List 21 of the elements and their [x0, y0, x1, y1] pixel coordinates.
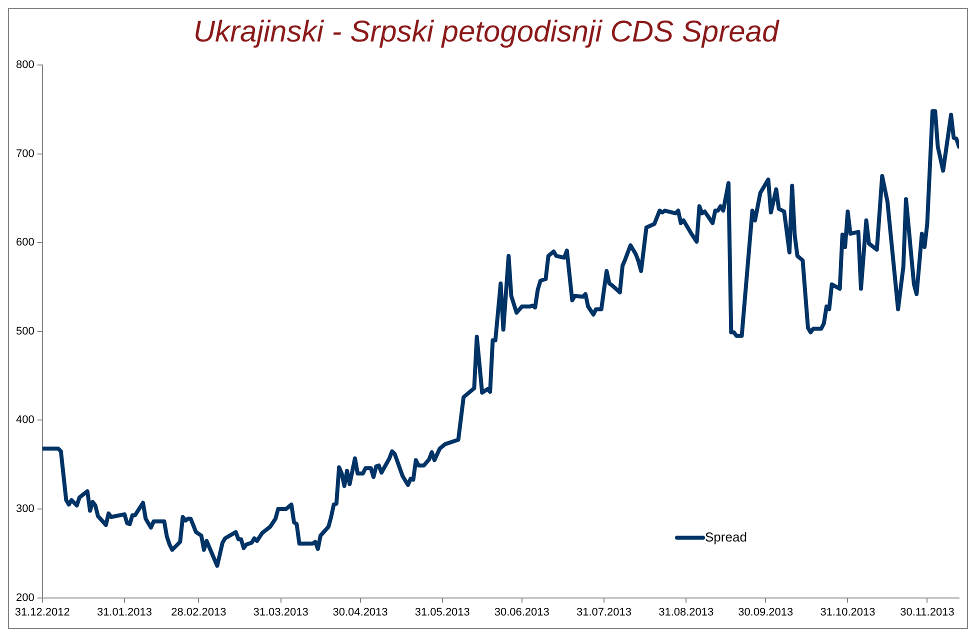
y-tick-label: 600 — [16, 236, 34, 249]
x-tick-label: 31.03.2013 — [253, 606, 308, 618]
legend-label: Spread — [705, 529, 747, 544]
x-tick-label: 30.09.2013 — [738, 606, 794, 618]
x-tick-label: 30.04.2013 — [332, 606, 388, 618]
y-tick-label: 200 — [16, 592, 34, 604]
x-tick-label: 31.12.2012 — [14, 606, 70, 618]
x-tick-label: 28.02.2013 — [171, 606, 226, 618]
y-tick-label: 800 — [16, 59, 34, 72]
x-tick-label: 30.11.2013 — [900, 606, 954, 618]
y-tick-label: 300 — [16, 503, 34, 516]
x-tick-label: 31.08.2013 — [658, 606, 714, 618]
x-tick-label: 31.05.2013 — [414, 606, 470, 618]
x-tick-label: 31.07.2013 — [576, 606, 632, 618]
y-tick-label: 500 — [16, 325, 34, 338]
x-tick-label: 31.01.2013 — [96, 606, 152, 618]
y-tick-label: 400 — [16, 414, 34, 426]
y-tick-label: 700 — [16, 148, 34, 160]
x-tick-label: 30.06.2013 — [494, 606, 550, 618]
x-tick-label: 31.10.2013 — [820, 606, 876, 618]
chart-title: Ukrajinski - Srpski petogodisnji CDS Spread — [193, 15, 780, 48]
